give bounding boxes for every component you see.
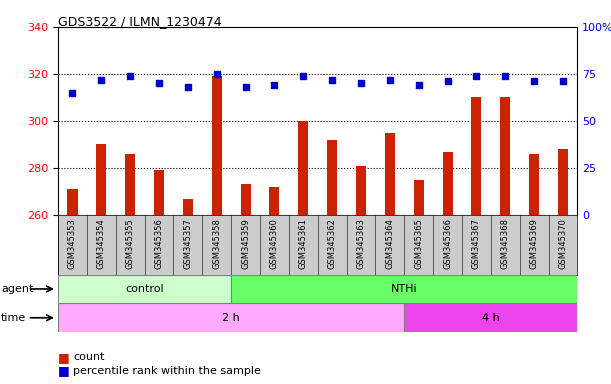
Text: GSM345366: GSM345366 — [443, 218, 452, 269]
Text: GSM345368: GSM345368 — [501, 218, 510, 269]
Bar — [558, 149, 568, 215]
Text: GSM345353: GSM345353 — [68, 218, 77, 269]
Point — [125, 73, 135, 79]
Point — [97, 76, 106, 83]
Bar — [58, 303, 404, 332]
Bar — [67, 189, 78, 215]
Point — [68, 90, 78, 96]
Point — [154, 80, 164, 86]
Text: GSM345363: GSM345363 — [356, 218, 365, 269]
Point — [529, 78, 539, 84]
Bar — [231, 275, 577, 303]
Text: GDS3522 / ILMN_1230474: GDS3522 / ILMN_1230474 — [58, 15, 222, 28]
Point — [442, 78, 452, 84]
Text: GSM345370: GSM345370 — [558, 218, 568, 269]
Bar — [404, 303, 577, 332]
Bar — [471, 98, 481, 215]
Bar — [58, 275, 231, 303]
Text: GSM345362: GSM345362 — [327, 218, 337, 269]
Bar — [97, 144, 106, 215]
Point — [385, 76, 395, 83]
Point — [183, 84, 193, 90]
Text: 2 h: 2 h — [222, 313, 240, 323]
Text: GSM345364: GSM345364 — [386, 218, 394, 269]
Point — [298, 73, 308, 79]
Text: GSM345360: GSM345360 — [270, 218, 279, 269]
Bar — [327, 140, 337, 215]
Text: GSM345355: GSM345355 — [126, 218, 134, 269]
Bar — [298, 121, 309, 215]
Text: GSM345367: GSM345367 — [472, 218, 481, 269]
Text: GSM345358: GSM345358 — [212, 218, 221, 269]
Bar — [269, 187, 279, 215]
Bar — [442, 152, 453, 215]
Point — [212, 71, 222, 77]
Text: GSM345357: GSM345357 — [183, 218, 192, 269]
Point — [327, 76, 337, 83]
Text: 4 h: 4 h — [482, 313, 500, 323]
Text: control: control — [125, 284, 164, 294]
Bar — [154, 170, 164, 215]
Text: ■: ■ — [58, 351, 70, 364]
Text: ■: ■ — [58, 364, 70, 377]
Text: GSM345354: GSM345354 — [97, 218, 106, 269]
Point — [558, 78, 568, 84]
Bar — [183, 199, 193, 215]
Text: GSM345359: GSM345359 — [241, 218, 250, 269]
Text: GSM345365: GSM345365 — [414, 218, 423, 269]
Point — [500, 73, 510, 79]
Bar — [529, 154, 539, 215]
Bar — [125, 154, 135, 215]
Point — [472, 73, 481, 79]
Text: GSM345356: GSM345356 — [155, 218, 164, 269]
Bar — [211, 76, 222, 215]
Text: count: count — [73, 352, 105, 362]
Text: GSM345369: GSM345369 — [530, 218, 539, 269]
Bar — [241, 184, 251, 215]
Point — [356, 80, 366, 86]
Text: agent: agent — [1, 284, 34, 294]
Bar — [385, 133, 395, 215]
Point — [269, 82, 279, 88]
Point — [241, 84, 251, 90]
Bar — [500, 98, 510, 215]
Text: time: time — [1, 313, 26, 323]
Text: NTHi: NTHi — [391, 284, 417, 294]
Point — [414, 82, 423, 88]
Text: GSM345361: GSM345361 — [299, 218, 308, 269]
Bar — [414, 180, 424, 215]
Text: percentile rank within the sample: percentile rank within the sample — [73, 366, 261, 376]
Bar — [356, 166, 366, 215]
